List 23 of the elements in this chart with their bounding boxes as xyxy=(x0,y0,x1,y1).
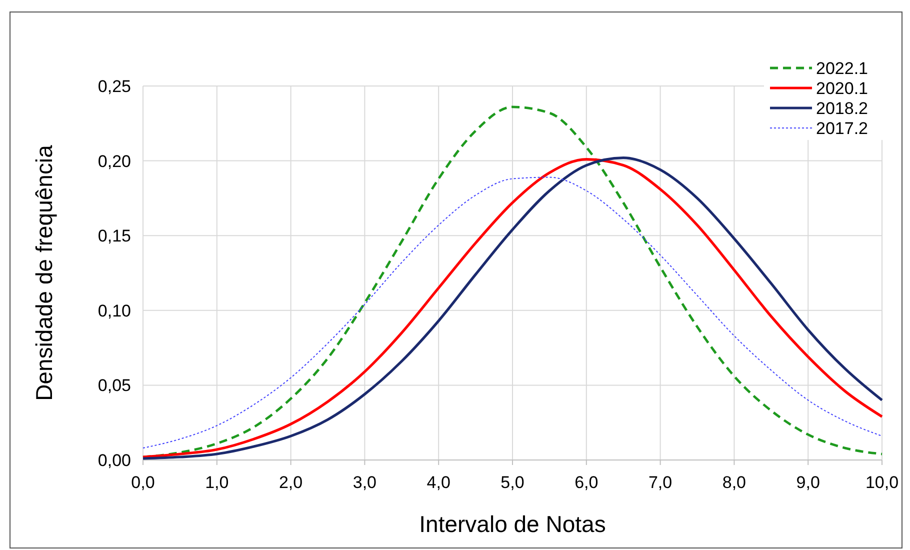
legend-label: 2017.2 xyxy=(816,118,868,138)
y-tick-label: 0,05 xyxy=(98,376,131,396)
x-tick-label: 10,0 xyxy=(865,473,899,492)
y-tick-label: 0,10 xyxy=(98,301,131,320)
x-axis-title: Intervalo de Notas xyxy=(419,511,606,537)
y-tick-label: 0,15 xyxy=(98,226,131,246)
x-tick-label: 0,0 xyxy=(131,473,155,492)
x-tick-label: 2,0 xyxy=(278,473,303,492)
y-axis-title: Densidade de frequência xyxy=(31,144,57,401)
y-tick-label: 0,25 xyxy=(98,76,131,96)
x-tick-label: 8,0 xyxy=(722,473,746,492)
x-tick-label: 3,0 xyxy=(352,473,377,492)
legend-label: 2022.1 xyxy=(816,58,868,78)
x-tick-label: 5,0 xyxy=(500,473,524,492)
legend-label: 2020.1 xyxy=(816,78,868,98)
x-tick-label: 1,0 xyxy=(205,473,229,492)
legend-label: 2018.2 xyxy=(816,98,868,118)
x-tick-label: 4,0 xyxy=(426,473,450,492)
x-tick-label: 7,0 xyxy=(648,473,672,492)
y-tick-label: 0,00 xyxy=(98,450,131,470)
x-tick-label: 6,0 xyxy=(574,473,598,492)
x-tick-label: 9,0 xyxy=(796,473,820,492)
y-tick-label: 0,20 xyxy=(98,152,131,171)
